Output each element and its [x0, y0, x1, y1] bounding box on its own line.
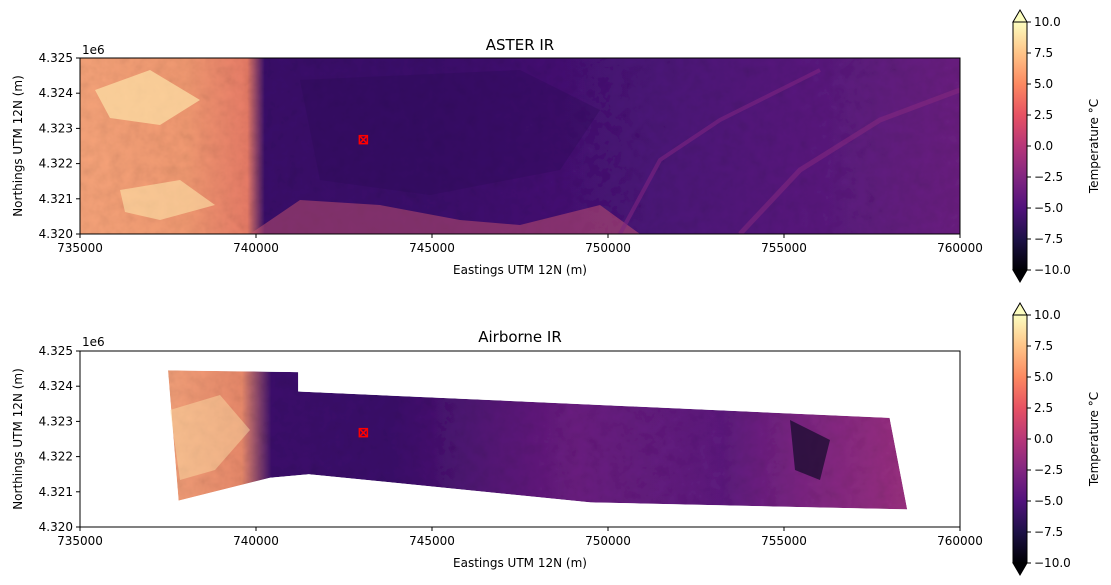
aster-hot-patch — [120, 180, 215, 220]
x-tick-label: 740000 — [233, 534, 279, 548]
y-tick-label: 4.323 — [39, 414, 73, 428]
y-tick-label: 4.322 — [39, 157, 73, 171]
airborne-colorbar-min-extend — [1012, 562, 1028, 576]
x-tick-label: 740000 — [233, 241, 279, 255]
y-tick-label: 4.321 — [39, 485, 73, 499]
x-tick-label: 745000 — [409, 241, 455, 255]
aster-colorbar-label: Temperature °C — [1087, 99, 1101, 194]
colorbar-tick-label: −5.0 — [1034, 201, 1063, 215]
colorbar-tick-label: 5.0 — [1034, 77, 1053, 91]
y-tick-label: 4.322 — [39, 450, 73, 464]
site-marker-box — [358, 427, 369, 438]
aster-valley — [618, 68, 821, 234]
airborne-y-offset: 1e6 — [82, 335, 105, 349]
y-tick-label: 4.325 — [39, 51, 73, 65]
colorbar-tick-label: 2.5 — [1034, 108, 1053, 122]
airborne-colorbar: −10.0 −7.5 −5.0 −2.5 0.0 2.5 5.0 7.5 10.0 Temper… — [1012, 302, 1101, 576]
aster-warm-fringe — [250, 200, 640, 234]
y-tick-label: 4.320 — [39, 227, 73, 241]
aster-ylabel: Northings UTM 12N (m) — [11, 75, 25, 217]
colorbar-tick-label: 7.5 — [1034, 339, 1053, 353]
aster-marker — [358, 134, 369, 145]
airborne-hot-patch — [170, 395, 250, 480]
airborne-x-ticks: 735000 740000 745000 750000 755000 760000 — [57, 527, 983, 548]
aster-colorbar-ticks: −10.0 −7.5 −5.0 −2.5 0.0 2.5 5.0 7.5 10.0 — [1027, 15, 1071, 277]
aster-xlabel: Eastings UTM 12N (m) — [453, 263, 587, 277]
site-marker-x — [358, 428, 368, 438]
x-tick-label: 735000 — [57, 241, 103, 255]
airborne-axes-frame — [79, 350, 961, 528]
colorbar-tick-label: −7.5 — [1034, 232, 1063, 246]
aster-colorbar-bar — [1012, 21, 1028, 271]
airborne-image — [168, 370, 908, 510]
x-tick-label: 750000 — [585, 241, 631, 255]
site-marker-x — [358, 135, 368, 145]
aster-colorbar-min-extend — [1012, 269, 1028, 283]
colorbar-tick-label: 0.0 — [1034, 139, 1053, 153]
aster-cold-core — [300, 70, 600, 195]
x-tick-label: 755000 — [761, 534, 807, 548]
aster-y-ticks: 4.320 4.321 4.322 4.323 4.324 4.325 — [39, 51, 80, 241]
airborne-ylabel: Northings UTM 12N (m) — [11, 368, 25, 510]
colorbar-tick-label: −5.0 — [1034, 494, 1063, 508]
aster-axes-frame — [79, 57, 961, 235]
airborne-xlabel: Eastings UTM 12N (m) — [453, 556, 587, 570]
airborne-temperature-strip — [168, 370, 908, 510]
aster-colorbar: −10.0 −7.5 −5.0 −2.5 0.0 2.5 5.0 7.5 10.0 Temper… — [1012, 9, 1101, 283]
colorbar-tick-label: 10.0 — [1034, 308, 1061, 322]
airborne-colorbar-ticks: −10.0 −7.5 −5.0 −2.5 0.0 2.5 5.0 7.5 10.0 — [1027, 308, 1071, 570]
y-tick-label: 4.323 — [39, 121, 73, 135]
airborne-colorbar-label: Temperature °C — [1087, 392, 1101, 487]
x-tick-label: 760000 — [937, 534, 983, 548]
aster-panel: ASTER IR 1e6 735000 740000 745000 750000 755… — [11, 9, 1101, 283]
airborne-marker — [358, 427, 369, 438]
x-tick-label: 745000 — [409, 534, 455, 548]
colorbar-tick-label: 2.5 — [1034, 401, 1053, 415]
x-tick-label: 760000 — [937, 241, 983, 255]
aster-y-offset: 1e6 — [82, 43, 105, 57]
colorbar-tick-label: −10.0 — [1034, 263, 1071, 277]
aster-colorbar-max-extend — [1012, 9, 1028, 23]
colorbar-tick-label: −2.5 — [1034, 170, 1063, 184]
x-tick-label: 735000 — [57, 534, 103, 548]
colorbar-tick-label: −7.5 — [1034, 525, 1063, 539]
airborne-colorbar-max-extend — [1012, 302, 1028, 316]
y-tick-label: 4.321 — [39, 192, 73, 206]
y-tick-label: 4.324 — [39, 86, 73, 100]
y-tick-label: 4.320 — [39, 520, 73, 534]
aster-temperature-field — [80, 58, 960, 234]
y-tick-label: 4.325 — [39, 344, 73, 358]
aster-x-ticks: 735000 740000 745000 750000 755000 760000 — [57, 234, 983, 255]
y-tick-label: 4.324 — [39, 379, 73, 393]
aster-ridge — [738, 87, 960, 234]
aster-title: ASTER IR — [486, 36, 554, 54]
aster-image — [80, 58, 960, 234]
airborne-cold-spot — [790, 420, 830, 480]
colorbar-tick-label: −10.0 — [1034, 556, 1071, 570]
colorbar-tick-label: −2.5 — [1034, 463, 1063, 477]
airborne-title: Airborne IR — [478, 328, 562, 346]
colorbar-tick-label: 10.0 — [1034, 15, 1061, 29]
site-marker-box — [358, 134, 369, 145]
x-tick-label: 750000 — [585, 534, 631, 548]
colorbar-tick-label: 7.5 — [1034, 46, 1053, 60]
x-tick-label: 755000 — [761, 241, 807, 255]
airborne-panel: Airborne IR 1e6 735000 740000 745000 750000… — [11, 302, 1101, 576]
airborne-colorbar-bar — [1012, 314, 1028, 564]
airborne-y-ticks: 4.320 4.321 4.322 4.323 4.324 4.325 — [39, 344, 80, 534]
colorbar-tick-label: 5.0 — [1034, 370, 1053, 384]
colorbar-tick-label: 0.0 — [1034, 432, 1053, 446]
aster-hot-patch — [95, 70, 200, 125]
